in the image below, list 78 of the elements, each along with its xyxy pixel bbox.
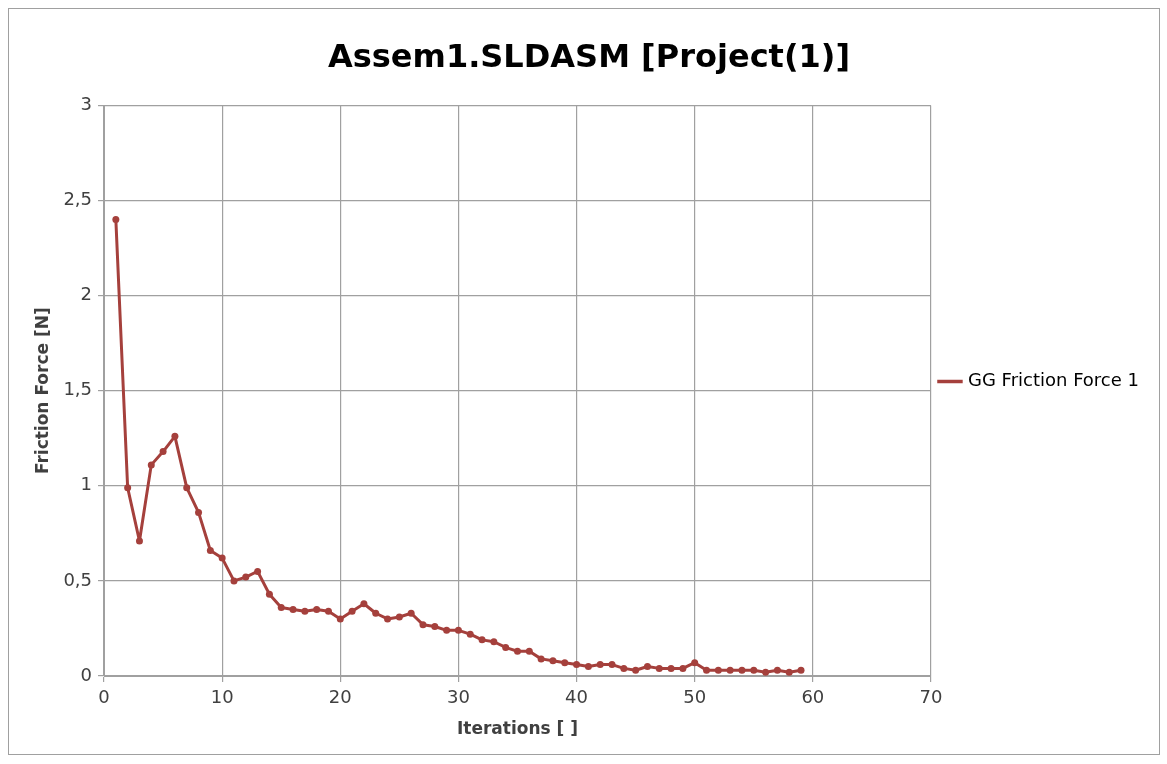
y-tick-label: 0,5 xyxy=(63,568,93,590)
point xyxy=(620,664,628,672)
point xyxy=(195,508,203,516)
point xyxy=(797,666,805,674)
point xyxy=(738,666,746,674)
x-tick-label: 30 xyxy=(446,686,470,708)
point xyxy=(502,643,510,651)
y-tick-label: 3 xyxy=(80,93,93,115)
point xyxy=(407,609,415,617)
point xyxy=(478,636,486,644)
point xyxy=(773,666,781,674)
y-tick-label: 1,5 xyxy=(63,378,93,400)
x-tick-label: 50 xyxy=(683,686,707,708)
point xyxy=(242,573,250,581)
point xyxy=(466,630,474,638)
point xyxy=(490,638,498,646)
point xyxy=(632,666,640,674)
point xyxy=(419,621,427,629)
point xyxy=(372,609,380,617)
point xyxy=(726,666,734,674)
point xyxy=(254,567,262,575)
point xyxy=(230,577,238,585)
x-tick-label: 20 xyxy=(328,686,352,708)
point xyxy=(714,666,722,674)
point xyxy=(454,626,462,634)
y-tick-label: 2,5 xyxy=(63,188,93,210)
y-axis-title: Friction Force [N] xyxy=(31,307,52,475)
x-tick-label: 60 xyxy=(801,686,825,708)
point xyxy=(124,484,132,492)
y-tick-label: 1 xyxy=(80,473,93,495)
x-axis-title: Iterations [ ] xyxy=(456,718,579,739)
point xyxy=(691,659,699,667)
point xyxy=(679,664,687,672)
point xyxy=(218,554,226,562)
point xyxy=(135,537,143,545)
point xyxy=(336,615,344,623)
point xyxy=(348,607,356,615)
x-tick-label: 0 xyxy=(98,686,110,708)
point xyxy=(608,661,616,669)
point xyxy=(785,668,793,676)
x-tick-label: 40 xyxy=(565,686,589,708)
point xyxy=(171,432,179,440)
point xyxy=(549,657,557,665)
point xyxy=(596,661,604,669)
point xyxy=(573,661,581,669)
point xyxy=(313,605,321,613)
point xyxy=(183,484,191,492)
point xyxy=(514,647,521,655)
point xyxy=(537,655,545,663)
point xyxy=(655,664,663,672)
x-tick-label: 10 xyxy=(210,686,234,708)
point xyxy=(301,607,309,615)
point xyxy=(750,666,758,674)
point xyxy=(265,590,273,598)
point xyxy=(360,600,368,608)
point xyxy=(667,664,675,672)
point xyxy=(431,623,439,631)
point xyxy=(159,448,167,456)
point xyxy=(147,461,155,469)
point xyxy=(289,605,297,613)
point xyxy=(277,604,285,612)
point xyxy=(762,668,770,676)
point xyxy=(395,613,403,621)
point xyxy=(206,546,214,554)
point xyxy=(584,662,592,670)
x-tick-label: 70 xyxy=(919,686,943,708)
y-tick-label: 0 xyxy=(80,663,93,685)
point xyxy=(525,647,533,655)
chart-title: Assem1.SLDASM [Project(1)] xyxy=(327,36,851,75)
point xyxy=(561,659,569,667)
point xyxy=(384,615,392,623)
y-tick-label: 2 xyxy=(80,283,93,305)
point xyxy=(112,216,120,224)
legend-label: GG Friction Force 1 xyxy=(967,369,1140,391)
point xyxy=(324,607,332,615)
point xyxy=(703,666,711,674)
point xyxy=(443,626,451,634)
point xyxy=(643,662,651,670)
